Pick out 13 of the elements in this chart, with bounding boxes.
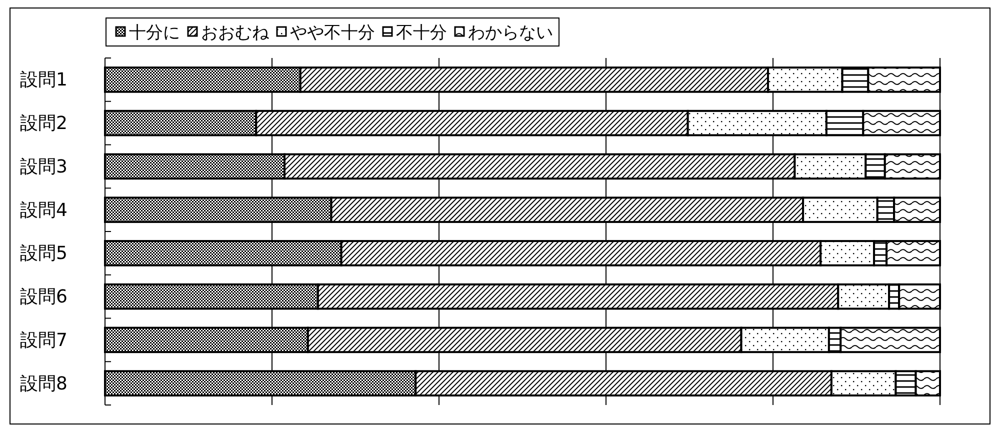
y-tick-label: 設問1 [20,70,68,91]
legend-label: わからない [468,23,553,43]
y-tick-label: 設問7 [20,330,68,351]
y-tick-label: 設問4 [20,200,68,221]
y-tick-label: 設問8 [20,373,68,394]
y-tick-label: 設問5 [20,243,68,264]
y-tick-label: 設問6 [20,286,68,308]
y-tick-label: 設問2 [20,113,68,134]
legend-label: おおむね [201,23,270,43]
legend-label: 十分に [129,23,180,43]
legend-label: 不十分 [396,23,447,43]
y-tick-label: 設問3 [20,156,68,178]
legend-label: やや不十分 [290,23,375,43]
